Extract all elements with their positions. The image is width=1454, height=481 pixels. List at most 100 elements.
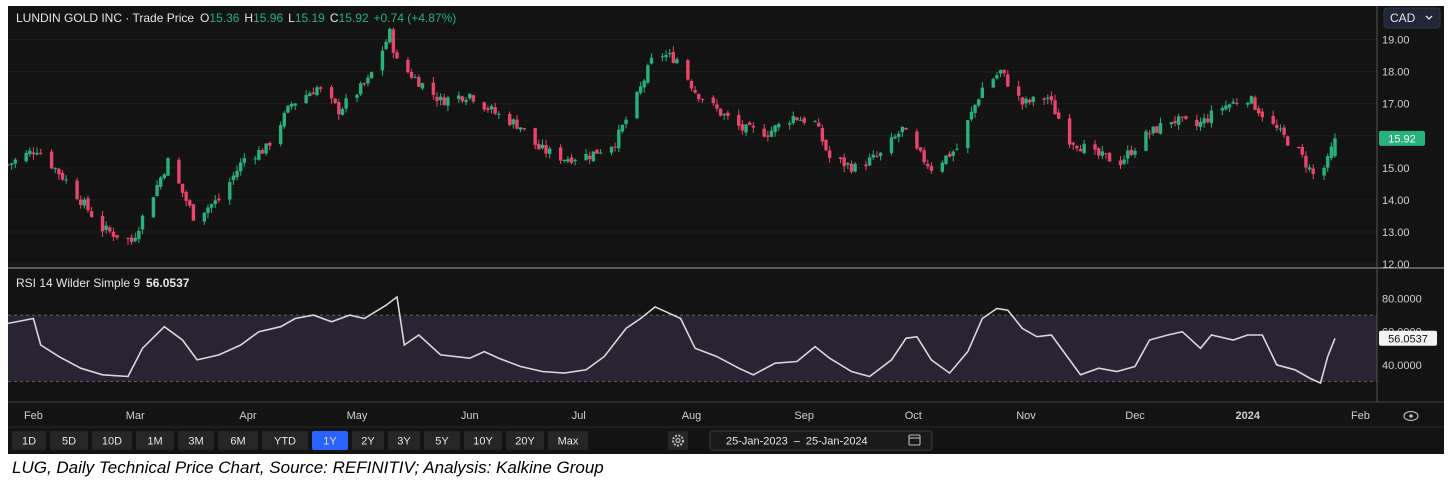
candle-body[interactable]	[569, 157, 574, 163]
candle-body[interactable]	[1020, 97, 1025, 105]
candle-body[interactable]	[671, 51, 676, 63]
candle-body[interactable]	[813, 121, 817, 123]
candle-body[interactable]	[1249, 96, 1254, 104]
candle-body[interactable]	[493, 107, 497, 114]
candle-body[interactable]	[697, 94, 701, 99]
candle-body[interactable]	[991, 79, 995, 88]
candle-body[interactable]	[686, 60, 690, 80]
candle-body[interactable]	[646, 65, 650, 83]
candle-body[interactable]	[533, 127, 537, 145]
candle-body[interactable]	[188, 200, 192, 206]
candle-body[interactable]	[1027, 99, 1032, 103]
candle-body[interactable]	[1195, 119, 1199, 127]
candle-body[interactable]	[468, 93, 472, 99]
candle-body[interactable]	[293, 103, 297, 106]
candle-body[interactable]	[308, 93, 312, 97]
candle-body[interactable]	[28, 150, 32, 155]
candle-body[interactable]	[151, 197, 156, 218]
candle-body[interactable]	[420, 83, 425, 89]
candle-body[interactable]	[482, 102, 486, 110]
candle-body[interactable]	[591, 151, 596, 162]
candle-body[interactable]	[508, 113, 512, 126]
timeframe-button-3m[interactable]: 3M	[178, 431, 214, 450]
candle-body[interactable]	[1184, 116, 1188, 119]
candle-body[interactable]	[900, 126, 905, 133]
candle-body[interactable]	[827, 150, 832, 159]
candle-body[interactable]	[1253, 97, 1257, 110]
candle-body[interactable]	[253, 158, 257, 160]
candle-body[interactable]	[231, 175, 236, 181]
candle-body[interactable]	[137, 230, 141, 240]
candle-body[interactable]	[1296, 147, 1301, 149]
candle-body[interactable]	[889, 137, 894, 154]
candle-body[interactable]	[609, 146, 614, 153]
candle-body[interactable]	[1144, 131, 1148, 151]
candle-body[interactable]	[926, 163, 930, 167]
candle-body[interactable]	[1075, 145, 1079, 149]
candle-body[interactable]	[1202, 118, 1206, 124]
candle-body[interactable]	[1278, 128, 1283, 130]
candle-body[interactable]	[711, 97, 716, 104]
candle-body[interactable]	[838, 157, 843, 160]
x-axis[interactable]: Feb Mar Apr May Jun Jul Aug Sep Oct Nov Dec 2024 Feb	[24, 410, 1370, 422]
candle-body[interactable]	[413, 77, 417, 79]
candle-body[interactable]	[409, 72, 414, 78]
candle-body[interactable]	[522, 128, 526, 130]
candle-body[interactable]	[598, 152, 603, 154]
date-range-picker[interactable]: 25-Jan-2023–25-Jan-2024	[709, 430, 933, 451]
candle-body[interactable]	[747, 122, 752, 125]
candle-body[interactable]	[333, 98, 337, 104]
candle-body[interactable]	[940, 162, 945, 172]
timeframe-button-20y[interactable]: 20Y	[506, 431, 544, 450]
candle-body[interactable]	[126, 237, 130, 239]
candle-body[interactable]	[1260, 111, 1264, 118]
candle-body[interactable]	[53, 168, 57, 170]
candle-body[interactable]	[769, 130, 774, 137]
candle-body[interactable]	[955, 148, 959, 150]
candle-body[interactable]	[115, 234, 119, 238]
candle-body[interactable]	[624, 119, 628, 124]
timeframe-button-2y[interactable]: 2Y	[352, 431, 384, 450]
candle-body[interactable]	[13, 159, 17, 164]
timeframe-button-1y[interactable]: 1Y	[312, 431, 348, 450]
candle-body[interactable]	[155, 185, 159, 196]
candle-body[interactable]	[1282, 127, 1286, 135]
rsi-line[interactable]	[8, 295, 1336, 385]
candle-body[interactable]	[100, 215, 105, 232]
candle-body[interactable]	[638, 86, 643, 93]
candle-body[interactable]	[853, 163, 857, 172]
candle-body[interactable]	[915, 131, 919, 149]
candle-body[interactable]	[944, 155, 948, 164]
candle-body[interactable]	[162, 174, 167, 179]
candle-body[interactable]	[1071, 142, 1075, 145]
candle-body[interactable]	[380, 50, 385, 71]
candle-body[interactable]	[111, 231, 116, 237]
candle-body[interactable]	[217, 198, 221, 201]
candle-body[interactable]	[537, 143, 541, 150]
timeframe-button-3y[interactable]: 3Y	[388, 431, 420, 450]
candle-body[interactable]	[177, 159, 181, 184]
candle-body[interactable]	[1104, 153, 1108, 155]
candle-body[interactable]	[1286, 136, 1290, 146]
candle-body[interactable]	[842, 157, 846, 167]
candle-body[interactable]	[562, 159, 566, 161]
candle-body[interactable]	[649, 57, 654, 64]
candle-body[interactable]	[1031, 96, 1035, 102]
candle-body[interactable]	[166, 158, 170, 176]
candle-body[interactable]	[1206, 118, 1210, 123]
candle-body[interactable]	[518, 127, 523, 130]
candle-body[interactable]	[362, 83, 366, 85]
candle-body[interactable]	[1151, 126, 1155, 134]
candle-body[interactable]	[595, 149, 599, 154]
candle-body[interactable]	[1235, 102, 1239, 105]
candle-body[interactable]	[31, 152, 36, 155]
candle-body[interactable]	[1147, 133, 1152, 135]
candle-body[interactable]	[660, 56, 665, 58]
candle-body[interactable]	[969, 111, 974, 120]
candle-body[interactable]	[1246, 102, 1250, 105]
candle-body[interactable]	[548, 148, 552, 154]
timeframe-button-max[interactable]: Max	[548, 431, 588, 450]
price-candles[interactable]	[8, 27, 1337, 245]
candle-body[interactable]	[64, 179, 68, 181]
